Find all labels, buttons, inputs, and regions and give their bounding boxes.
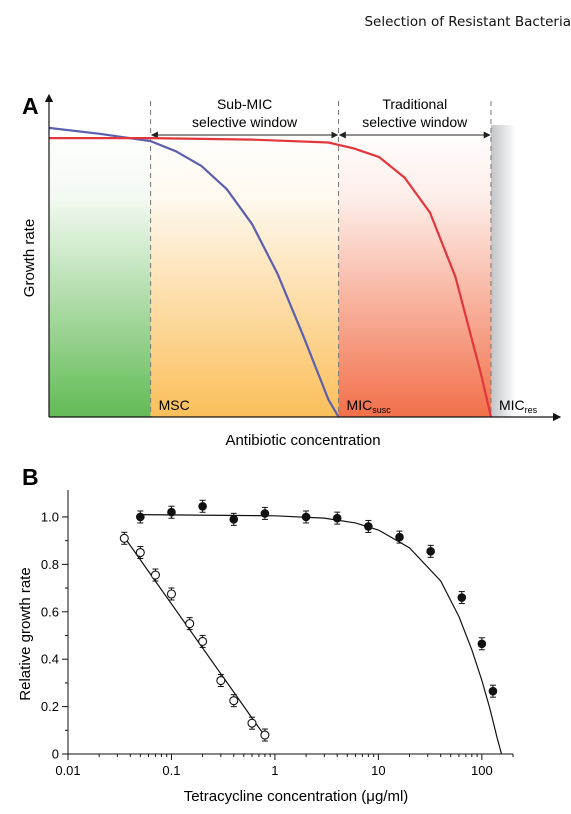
y-tick-label: 1.0 <box>41 509 59 524</box>
panel-a-label: A <box>22 93 39 119</box>
resistant-point <box>477 639 487 649</box>
susceptible-point <box>135 547 145 558</box>
resistant-point <box>395 532 404 542</box>
resistant-point <box>488 686 498 696</box>
running-header: Selection of Resistant Bacteria <box>364 14 571 30</box>
region-grey <box>490 125 517 417</box>
y-tick-label: 0.6 <box>41 604 59 619</box>
threshold-label: MICsusc <box>347 397 392 415</box>
susceptible-point <box>198 636 208 646</box>
susceptible-point <box>247 718 257 728</box>
susceptible-point <box>119 533 129 543</box>
a-y-axis-label: Growth rate <box>21 219 38 297</box>
resistant-point <box>426 547 435 556</box>
resistant-point <box>364 522 373 531</box>
b-y-axis-label: Relative growth rate <box>17 567 34 700</box>
resistant-point <box>136 512 145 522</box>
a-x-axis-label: Antibiotic concentration <box>225 432 380 449</box>
fit-curve <box>123 536 266 737</box>
window-label: Traditional <box>382 96 447 112</box>
resistant-point <box>301 512 311 522</box>
region-green <box>49 125 151 417</box>
region-orange <box>150 125 339 417</box>
chart-b: B 0 0.2 0.4 0.6 0.8 1.0 0.01 0.1 1 10 100 Relative… <box>17 464 514 805</box>
window-label: selective window <box>192 114 298 130</box>
x-tick-label: 100 <box>471 763 493 778</box>
susceptible-point <box>150 570 160 580</box>
threshold-label: MICres <box>499 397 538 415</box>
y-tick-label: 0.8 <box>41 557 59 572</box>
window-label: selective window <box>362 114 468 130</box>
resistant-point <box>198 501 207 511</box>
x-tick-label: 1 <box>271 763 278 778</box>
chart-a: Sub-MIC selective window Traditional select… <box>21 93 562 449</box>
y-tick-label: 0 <box>52 747 59 762</box>
fit-curve <box>140 514 503 755</box>
growth-curve <box>49 137 493 418</box>
region-salmon <box>338 125 491 417</box>
panel-b-label: B <box>22 464 39 490</box>
window-label: Sub-MIC <box>217 96 272 112</box>
susceptible-point <box>166 589 177 599</box>
resistant-point <box>167 507 176 517</box>
susceptible-point <box>229 696 239 706</box>
susceptible-point <box>185 619 195 629</box>
resistant-point <box>457 593 467 602</box>
x-tick-label: 10 <box>371 763 385 778</box>
susceptible-point <box>260 730 270 740</box>
resistant-point <box>332 513 342 523</box>
x-tick-label: 0.1 <box>162 763 180 778</box>
b-x-axis-label: Tetracycline concentration (μg/ml) <box>184 788 409 805</box>
susceptible-point <box>216 675 226 686</box>
y-tick-label: 0.4 <box>41 652 59 667</box>
x-tick-label: 0.01 <box>55 763 80 778</box>
y-tick-label: 0.2 <box>41 699 59 714</box>
threshold-label: MSC <box>159 397 190 413</box>
resistant-point <box>229 515 239 524</box>
resistant-point <box>260 509 270 518</box>
